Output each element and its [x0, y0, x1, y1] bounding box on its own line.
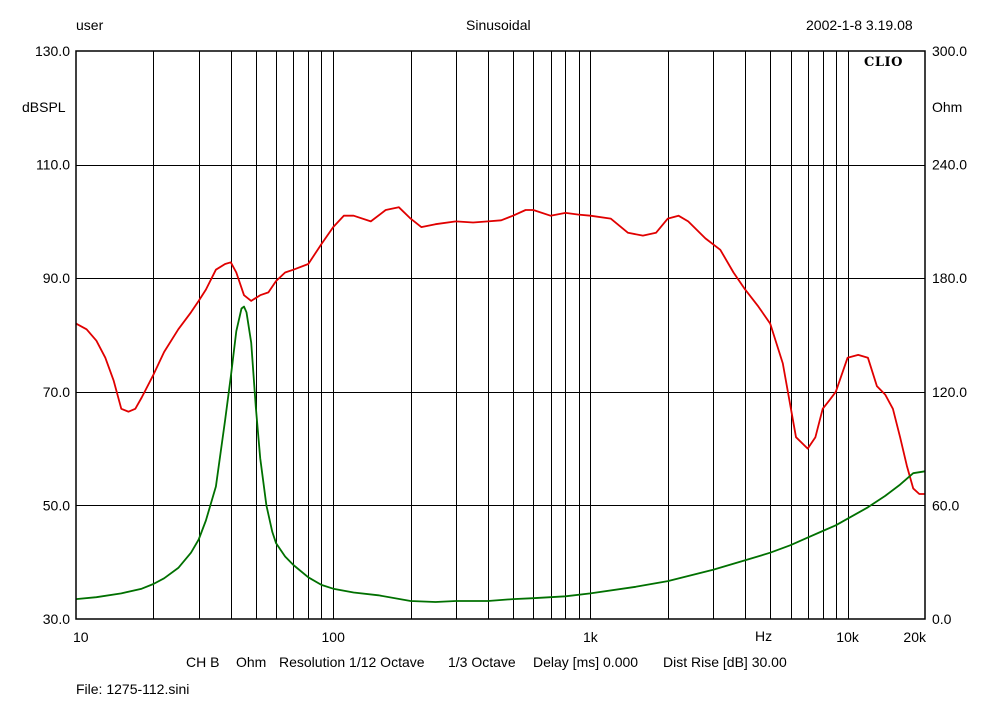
footer-dist-rise: Dist Rise [dB] 30.00: [663, 654, 787, 670]
y-axis-left-label: dBSPL: [22, 99, 66, 115]
y-tick-left-label: 30.0: [43, 611, 70, 627]
y-tick-right-label: 60.0: [932, 497, 959, 513]
header-datetime: 2002-1-8 3.19.08: [806, 17, 913, 33]
clio-logo: CLIO: [864, 55, 903, 70]
y-tick-right-label: 240.0: [932, 157, 967, 173]
footer-delay: Delay [ms] 0.000: [533, 654, 639, 670]
y-tick-left-label: 110.0: [36, 157, 70, 173]
footer-file: File: 1275-112.sini: [76, 681, 190, 697]
y-tick-left-label: 50.0: [43, 497, 70, 513]
header-mode: Sinusoidal: [466, 17, 531, 33]
y-axis-right-label: Ohm: [932, 99, 963, 115]
footer-unit: Ohm: [236, 654, 267, 670]
tick-labels: 130.0 110.0 90.0 70.0 50.0 30.0 300.0 240.0 180.…: [35, 43, 967, 645]
y-tick-right-label: 0.0: [932, 611, 952, 627]
x-tick-label: 10k: [836, 629, 860, 645]
header-user: user: [76, 17, 104, 33]
y-tick-right-label: 300.0: [932, 43, 967, 59]
impedance-curve: [75, 305, 926, 603]
x-tick-label: 1k: [583, 629, 599, 645]
y-tick-left-label: 130.0: [35, 43, 70, 59]
y-tick-right-label: 120.0: [932, 384, 967, 400]
grid-lines: [76, 51, 925, 619]
spl-curve: [75, 206, 925, 495]
y-tick-left-label: 90.0: [43, 270, 70, 286]
plot-frame: [75, 50, 926, 620]
x-axis-unit-label: Hz: [755, 628, 773, 644]
x-tick-label: 10: [73, 629, 89, 645]
series-layer: [75, 206, 926, 603]
footer-smoothing: 1/3 Octave: [448, 654, 516, 670]
x-tick-label: 20k: [903, 629, 927, 645]
footer-channel: CH B: [186, 654, 220, 670]
y-tick-left-label: 70.0: [43, 384, 70, 400]
footer-resolution: Resolution 1/12 Octave: [279, 654, 425, 670]
y-tick-right-label: 180.0: [932, 270, 967, 286]
x-tick-label: 100: [322, 629, 346, 645]
